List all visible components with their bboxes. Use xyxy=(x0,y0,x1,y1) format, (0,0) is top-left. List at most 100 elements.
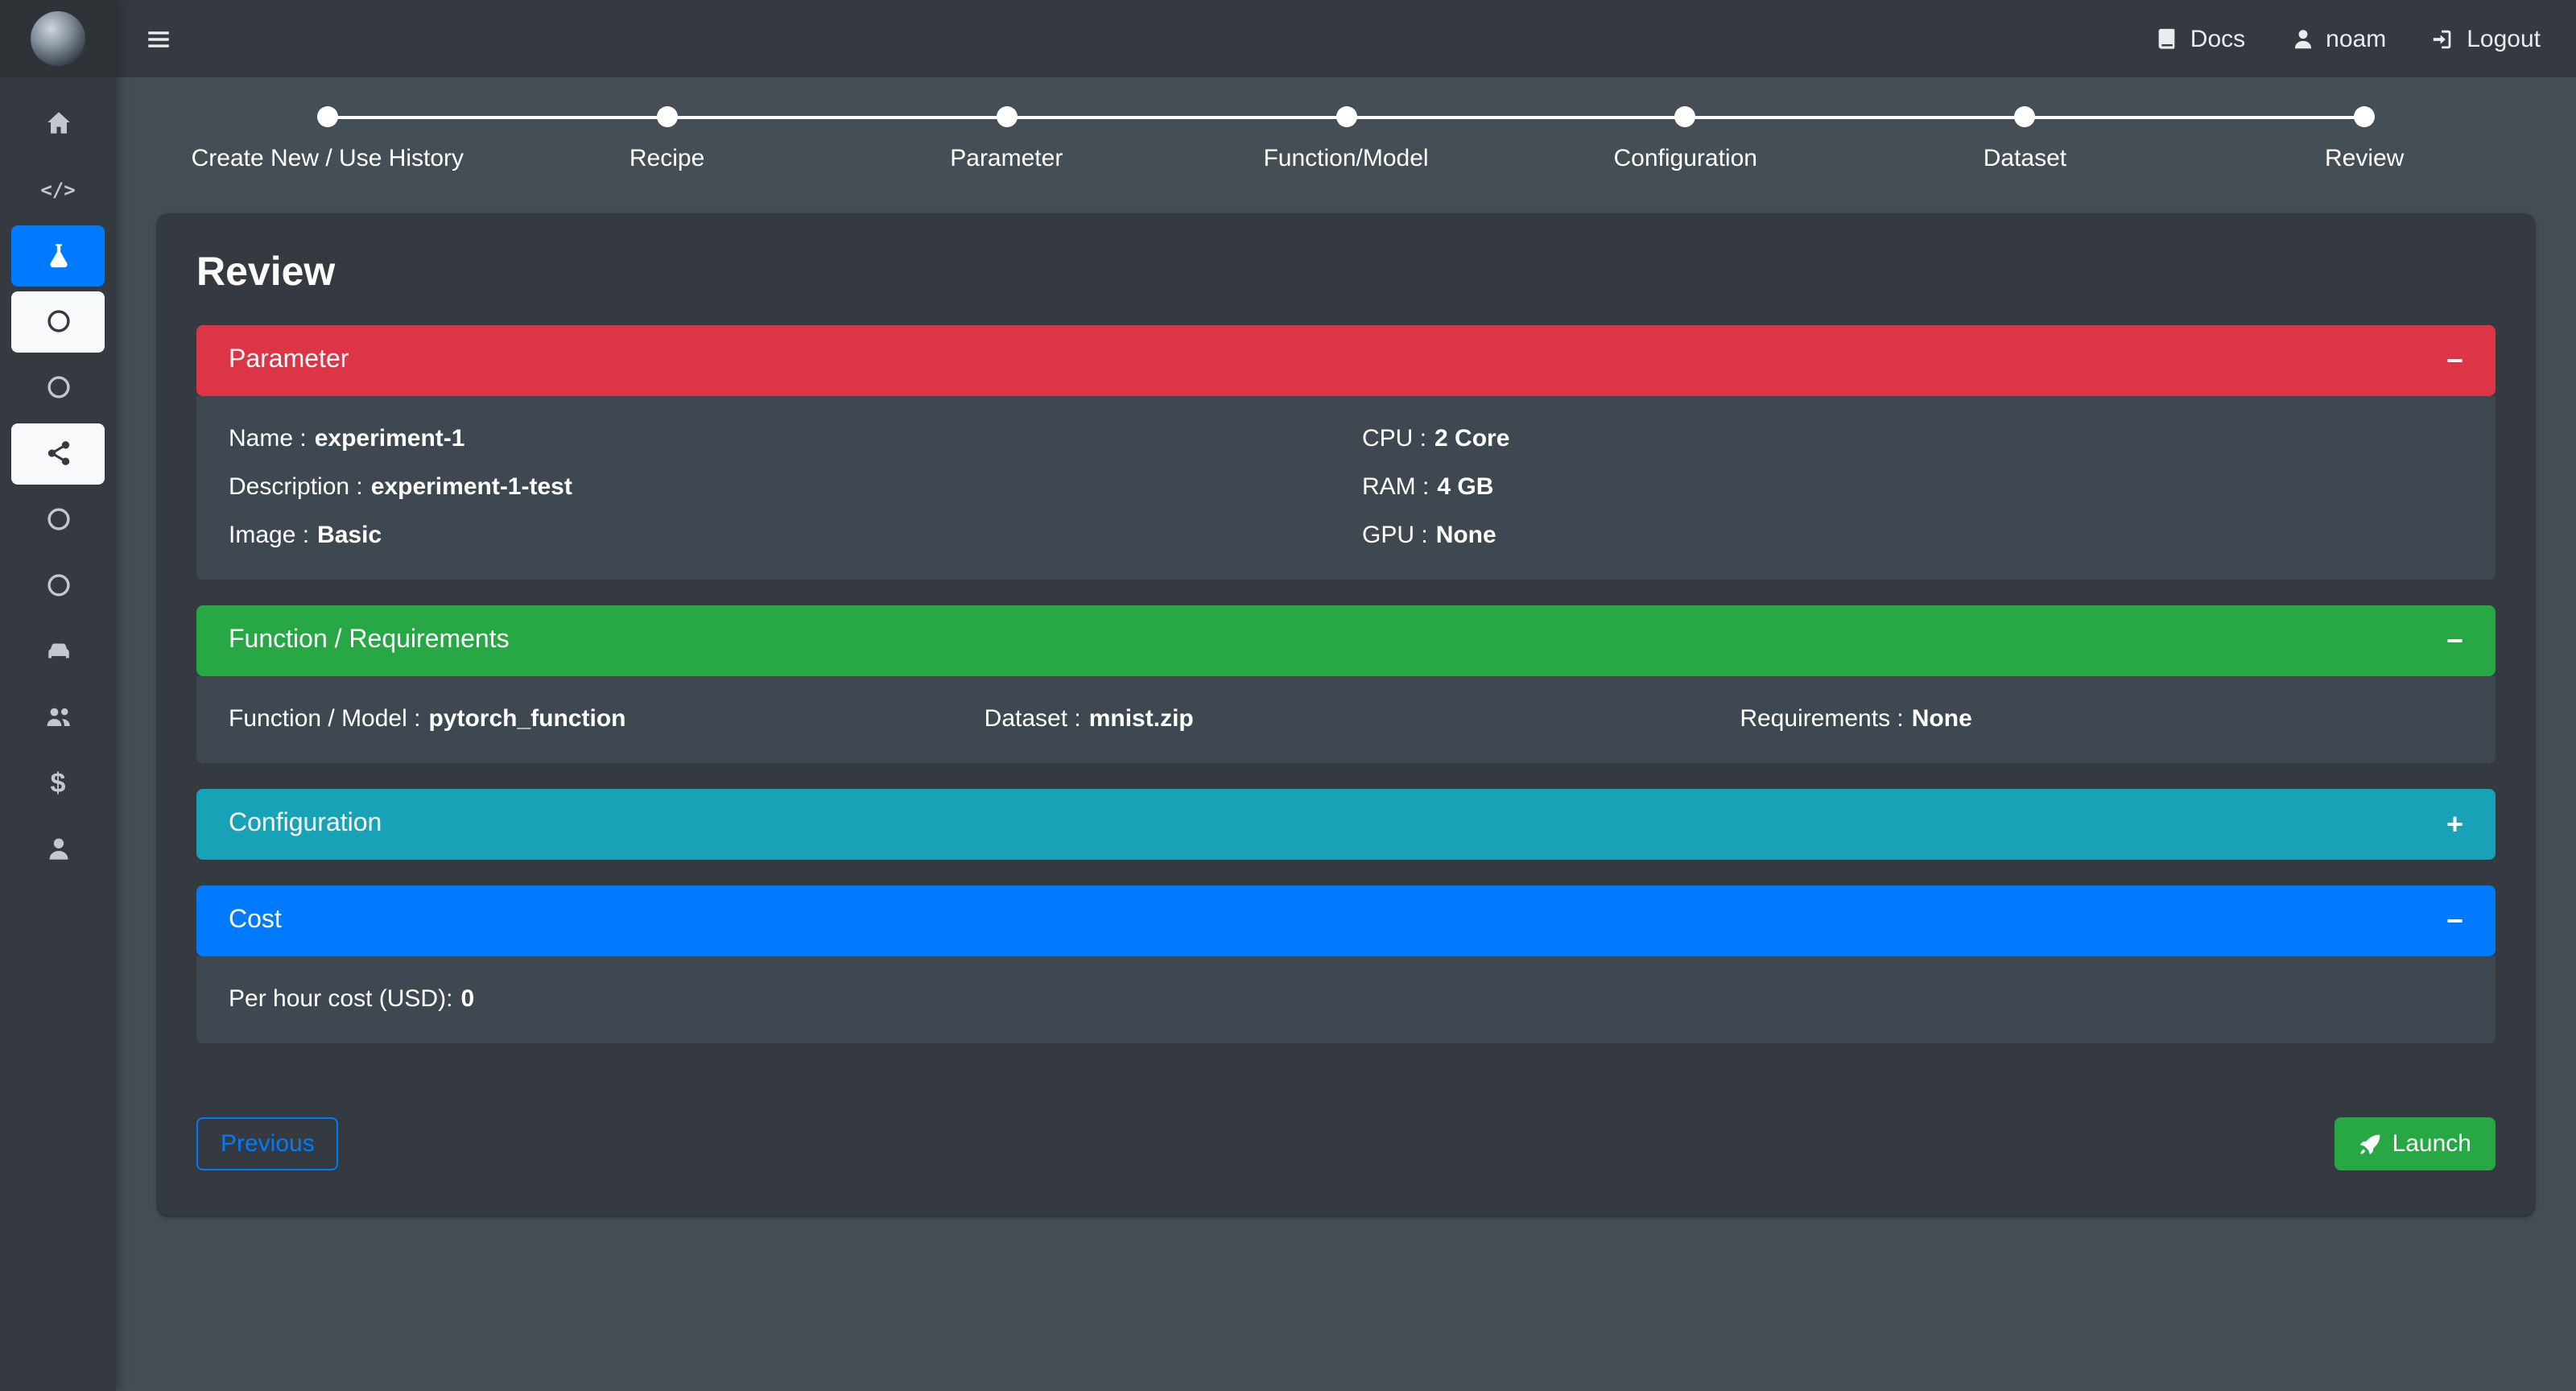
step-label: Parameter xyxy=(950,145,1063,172)
page-title: Review xyxy=(196,250,336,295)
share-icon xyxy=(47,441,69,465)
username: noam xyxy=(2326,25,2387,52)
collapse-icon: − xyxy=(2446,905,2463,937)
function-section-header[interactable]: Function / Requirements − xyxy=(196,605,2496,676)
section-cost: Cost − Per hour cost (USD): 0 xyxy=(196,885,2496,1043)
sidebar: </> xyxy=(0,0,116,1391)
user-menu[interactable]: noam xyxy=(2290,25,2386,52)
app-logo[interactable] xyxy=(0,0,116,77)
step-label: Configuration xyxy=(1613,145,1757,172)
circle-icon xyxy=(47,310,69,332)
field-value: pytorch_function xyxy=(428,705,626,733)
rocket-icon xyxy=(2359,1133,2380,1154)
step-parameter: Parameter xyxy=(836,106,1176,172)
review-card: Review Parameter − Name : experiment-1 xyxy=(158,214,2534,1216)
docs-link[interactable]: Docs xyxy=(2155,25,2245,52)
sidebar-item-share[interactable] xyxy=(11,423,105,484)
dollar-icon: $ xyxy=(50,767,66,798)
field-label: Per hour cost (USD): xyxy=(229,985,453,1013)
menu-toggle-button[interactable] xyxy=(145,25,172,52)
users-icon xyxy=(46,708,69,727)
configuration-section-header[interactable]: Configuration + xyxy=(196,789,2496,860)
step-dataset: Dataset xyxy=(1856,106,2195,172)
step-dot[interactable] xyxy=(316,106,338,127)
logout-label: Logout xyxy=(2467,25,2541,52)
content-area: Create New / Use History Recipe Paramete… xyxy=(116,77,2576,1391)
field-cpu: CPU : 2 Core xyxy=(1362,415,2463,464)
field-per-hour-cost: Per hour cost (USD): 0 xyxy=(229,976,2463,1024)
field-label: Image : xyxy=(229,522,310,549)
parameter-section-body: Name : experiment-1 Description : experime… xyxy=(196,396,2496,580)
step-dot[interactable] xyxy=(1335,106,1356,127)
book-icon xyxy=(2159,27,2176,48)
step-review: Review xyxy=(2194,106,2534,172)
circle-icon xyxy=(47,574,69,596)
field-value: 2 Core xyxy=(1435,425,1510,452)
sidebar-item-experiments[interactable] xyxy=(11,225,105,286)
sidebar-item-circle-4[interactable] xyxy=(11,555,105,616)
sidebar-item-circle-2[interactable] xyxy=(11,357,105,418)
step-dot[interactable] xyxy=(996,106,1018,127)
main-column: Docs noam Logout Create New / Use Histor… xyxy=(116,0,2576,1391)
field-value: 4 GB xyxy=(1437,473,1494,501)
logout-link[interactable]: Logout xyxy=(2431,25,2541,52)
section-title: Function / Requirements xyxy=(229,626,510,654)
field-label: Requirements : xyxy=(1740,705,1904,733)
step-label: Review xyxy=(2324,145,2405,172)
launch-button[interactable]: Launch xyxy=(2334,1117,2496,1170)
step-function-model: Function/Model xyxy=(1176,106,1516,172)
field-value: experiment-1-test xyxy=(370,473,572,501)
flask-icon xyxy=(49,244,67,268)
topbar-right: Docs noam Logout xyxy=(2155,25,2541,52)
sidebar-item-billing[interactable]: $ xyxy=(11,753,105,814)
cost-section-body: Per hour cost (USD): 0 xyxy=(196,956,2496,1043)
parameter-right-column: CPU : 2 Core RAM :4 GB GPU : None xyxy=(1362,415,2463,560)
field-value: experiment-1 xyxy=(314,425,465,452)
step-create-new: Create New / Use History xyxy=(158,106,497,172)
step-dot[interactable] xyxy=(1674,106,1696,127)
circle-icon xyxy=(47,508,69,530)
user-icon xyxy=(2294,29,2311,48)
sidebar-item-code[interactable]: </> xyxy=(11,159,105,220)
field-label: Function / Model : xyxy=(229,705,421,733)
sidebar-nav: </> xyxy=(0,77,116,882)
docs-label: Docs xyxy=(2190,25,2246,52)
sidebar-item-home[interactable] xyxy=(11,93,105,154)
step-label: Function/Model xyxy=(1263,145,1429,172)
circle-icon xyxy=(47,376,69,398)
field-image: Image : Basic xyxy=(229,512,1330,560)
parameter-left-column: Name : experiment-1 Description : experime… xyxy=(229,415,1330,560)
sidebar-item-circle-3[interactable] xyxy=(11,489,105,550)
sidebar-item-circle-1[interactable] xyxy=(11,291,105,352)
field-label: RAM : xyxy=(1362,473,1430,501)
collapse-icon: − xyxy=(2446,625,2463,657)
person-icon xyxy=(48,838,68,860)
field-value: None xyxy=(1911,705,1972,733)
logo-image xyxy=(31,11,85,66)
cost-section-header[interactable]: Cost − xyxy=(196,885,2496,956)
sidebar-item-profile[interactable] xyxy=(11,819,105,880)
field-value: mnist.zip xyxy=(1088,705,1194,733)
step-dot[interactable] xyxy=(2014,106,2036,127)
sidebar-item-car[interactable] xyxy=(11,621,105,682)
section-title: Configuration xyxy=(229,810,382,837)
field-label: Dataset : xyxy=(984,705,1081,733)
function-section-body: Function / Model : pytorch_function Datas… xyxy=(196,676,2496,763)
field-dataset: Dataset : mnist.zip xyxy=(985,696,1708,744)
step-dot[interactable] xyxy=(656,106,678,127)
step-dot[interactable] xyxy=(2354,106,2376,127)
field-value: None xyxy=(1435,522,1496,549)
section-title: Parameter xyxy=(229,346,349,374)
expand-icon: + xyxy=(2446,808,2463,840)
previous-button[interactable]: Previous xyxy=(196,1117,339,1170)
launch-label: Launch xyxy=(2392,1130,2471,1158)
hamburger-icon xyxy=(148,31,169,47)
wizard-stepper: Create New / Use History Recipe Paramete… xyxy=(158,106,2534,172)
section-configuration: Configuration + xyxy=(196,789,2496,860)
sidebar-item-users[interactable] xyxy=(11,687,105,748)
field-function-model: Function / Model : pytorch_function xyxy=(229,696,952,744)
parameter-section-header[interactable]: Parameter − xyxy=(196,325,2496,396)
step-label: Recipe xyxy=(629,145,705,172)
step-label: Create New / Use History xyxy=(191,145,464,172)
